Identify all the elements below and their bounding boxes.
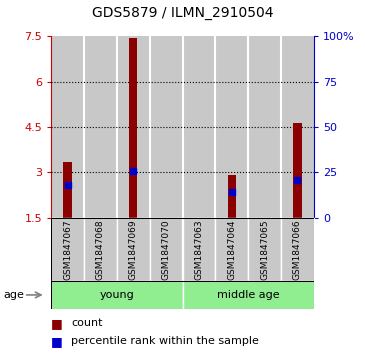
Bar bbox=[228, 175, 236, 218]
Text: middle age: middle age bbox=[217, 290, 280, 300]
Bar bbox=[51, 281, 182, 309]
Text: GSM1847068: GSM1847068 bbox=[96, 220, 105, 280]
Bar bbox=[293, 123, 301, 218]
Text: count: count bbox=[71, 318, 103, 328]
Text: GSM1847070: GSM1847070 bbox=[162, 220, 170, 280]
Bar bbox=[84, 218, 117, 281]
Text: GSM1847066: GSM1847066 bbox=[293, 220, 302, 280]
Bar bbox=[182, 281, 314, 309]
Bar bbox=[182, 218, 215, 281]
Bar bbox=[129, 38, 137, 218]
Bar bbox=[117, 218, 150, 281]
Text: GSM1847063: GSM1847063 bbox=[195, 220, 203, 280]
Bar bbox=[150, 218, 182, 281]
Text: GSM1847069: GSM1847069 bbox=[129, 220, 138, 280]
Text: ■: ■ bbox=[51, 335, 63, 348]
Text: GSM1847067: GSM1847067 bbox=[63, 220, 72, 280]
Bar bbox=[64, 162, 72, 218]
Text: age: age bbox=[4, 290, 24, 300]
Text: GSM1847064: GSM1847064 bbox=[227, 220, 236, 280]
Text: young: young bbox=[99, 290, 134, 300]
Bar bbox=[51, 218, 84, 281]
Text: GDS5879 / ILMN_2910504: GDS5879 / ILMN_2910504 bbox=[92, 6, 273, 20]
Text: GSM1847065: GSM1847065 bbox=[260, 220, 269, 280]
Bar bbox=[215, 218, 248, 281]
Bar bbox=[248, 218, 281, 281]
Text: ■: ■ bbox=[51, 317, 63, 330]
Bar bbox=[281, 218, 314, 281]
Text: percentile rank within the sample: percentile rank within the sample bbox=[71, 336, 259, 346]
